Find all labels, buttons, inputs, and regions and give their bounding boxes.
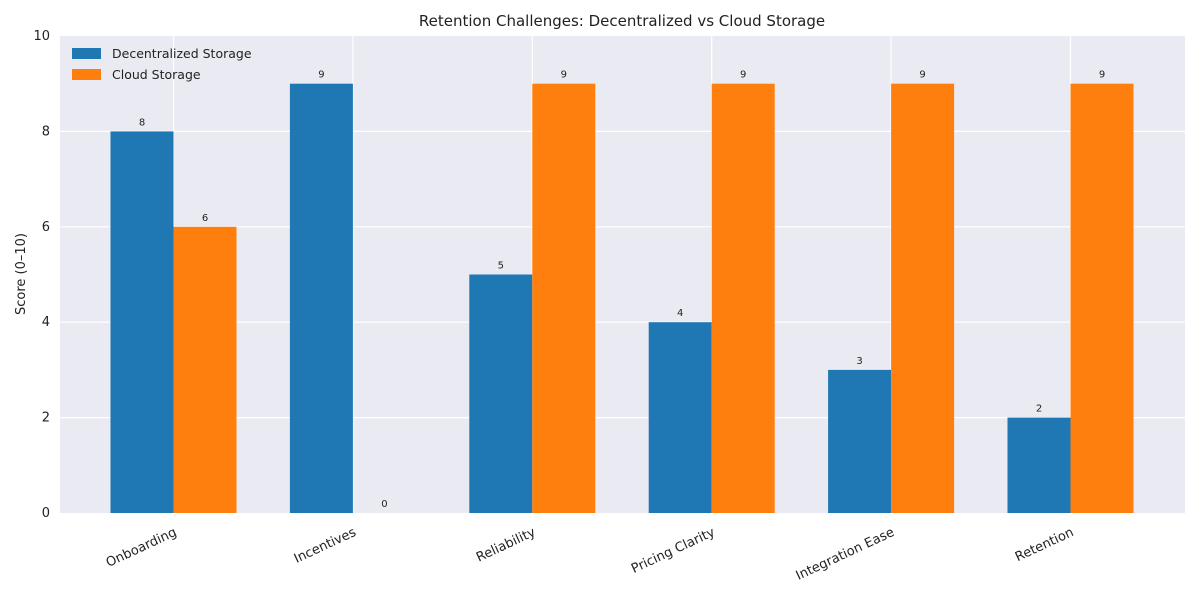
x-tick-label: Pricing Clarity — [629, 525, 718, 577]
legend: Decentralized Storage Cloud Storage — [72, 46, 252, 82]
legend-swatch-decentralized — [72, 48, 101, 59]
bar-value-label: 9 — [740, 70, 746, 81]
y-axis-label: Score (0–10) — [14, 233, 29, 315]
bar-cloud — [532, 83, 596, 513]
bar-cloud — [711, 83, 775, 513]
y-tick-label: 6 — [42, 220, 50, 235]
bar-value-label: 9 — [919, 70, 925, 81]
bars — [110, 83, 1134, 514]
bar-cloud — [1070, 83, 1134, 513]
bar-value-label: 4 — [677, 308, 683, 319]
y-axis-ticks: 0 2 4 6 8 10 — [33, 29, 50, 521]
bar-cloud — [173, 226, 237, 514]
bar-decentralized — [828, 369, 892, 513]
x-tick-label: Reliability — [474, 525, 538, 566]
chart-title: Retention Challenges: Decentralized vs C… — [419, 12, 825, 30]
bar-decentralized — [1007, 417, 1071, 513]
bar-cloud — [891, 83, 955, 513]
bar-decentralized — [469, 274, 533, 513]
y-tick-label: 10 — [33, 29, 50, 44]
y-tick-label: 8 — [42, 124, 50, 139]
x-tick-label: Incentives — [292, 525, 359, 567]
bar-decentralized — [648, 322, 712, 513]
legend-label-cloud: Cloud Storage — [112, 67, 201, 82]
bar-value-label: 9 — [1099, 70, 1105, 81]
plot-background — [60, 36, 1185, 513]
bar-labels: 8 9 5 4 3 2 6 0 9 9 9 9 — [139, 70, 1105, 510]
bar-value-label: 6 — [202, 213, 208, 224]
bar-value-label: 9 — [318, 70, 324, 81]
y-tick-label: 2 — [42, 411, 50, 426]
x-tick-label: Integration Ease — [794, 525, 897, 584]
bar-value-label: 3 — [856, 356, 862, 367]
bar-value-label: 9 — [561, 70, 567, 81]
legend-swatch-cloud — [72, 69, 101, 80]
bar-decentralized — [289, 83, 353, 513]
x-tick-label: Retention — [1013, 525, 1076, 565]
bar-decentralized — [110, 131, 174, 513]
bar-value-label: 5 — [498, 261, 504, 272]
y-tick-label: 4 — [42, 315, 50, 330]
x-tick-label: Onboarding — [104, 525, 179, 571]
bar-value-label: 0 — [381, 499, 387, 510]
x-axis-ticks: Onboarding Incentives Reliability Pricing C… — [104, 525, 1076, 584]
bar-value-label: 8 — [139, 117, 145, 128]
legend-label-decentralized: Decentralized Storage — [112, 46, 252, 61]
y-tick-label: 0 — [42, 506, 50, 521]
bar-value-label: 2 — [1036, 404, 1042, 415]
